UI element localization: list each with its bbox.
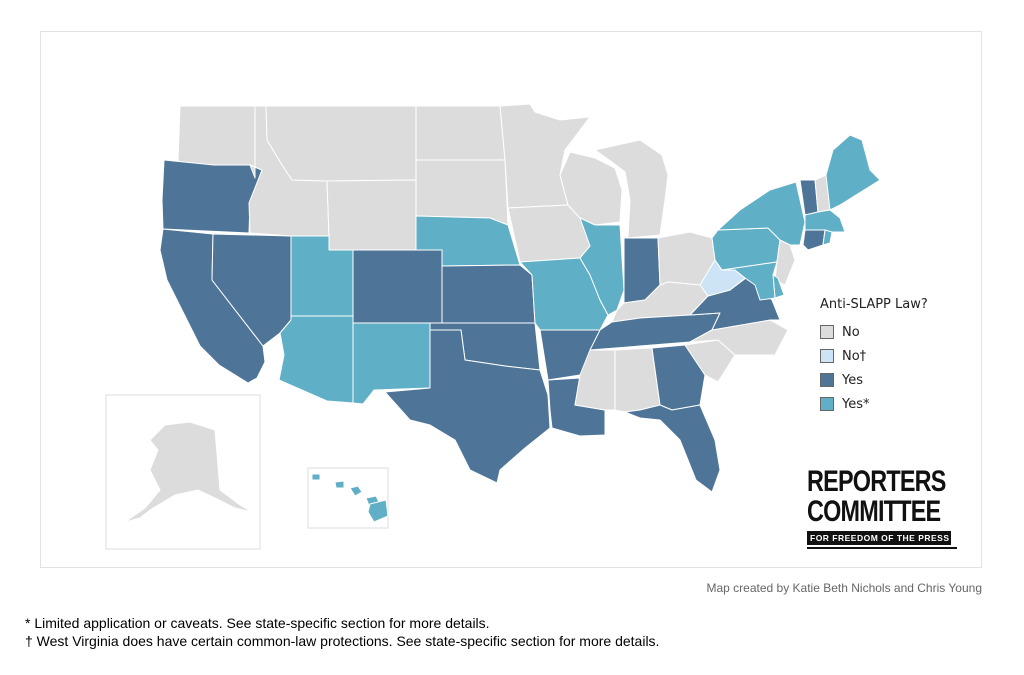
state-CT[interactable]	[802, 229, 826, 251]
state-ND[interactable]	[415, 105, 506, 161]
state-SD[interactable]	[415, 159, 509, 226]
legend-item-yes-asterisk[interactable]: Yes*	[820, 392, 928, 416]
legend-swatch-no	[820, 325, 834, 339]
state-NY[interactable]	[717, 181, 806, 246]
rcfp-logo: REPORTERS COMMITTEE FOR FREEDOM OF THE P…	[807, 467, 957, 549]
state-MD[interactable]	[721, 261, 778, 301]
state-HI[interactable]	[311, 473, 389, 523]
footnote-dagger: † West Virginia does have certain common…	[25, 633, 660, 649]
logo-line-reporters: REPORTERS	[807, 465, 946, 498]
state-FL[interactable]	[624, 404, 721, 493]
legend-swatch-yes	[820, 373, 834, 387]
state-IL[interactable]	[579, 217, 625, 316]
legend-title: Anti-SLAPP Law?	[820, 297, 928, 312]
footnote-asterisk: * Limited application or caveats. See st…	[25, 615, 490, 631]
state-MA[interactable]	[804, 209, 846, 233]
alaska-inset-frame	[105, 394, 261, 550]
legend-label-yes: Yes	[842, 372, 863, 388]
hawaii-inset-frame	[307, 467, 389, 529]
legend-item-yes[interactable]: Yes	[820, 368, 928, 392]
state-RI[interactable]	[822, 229, 833, 246]
state-NC[interactable]	[689, 319, 789, 356]
state-AZ[interactable]	[278, 315, 354, 404]
legend: Anti-SLAPP Law? No No† Yes Yes*	[820, 297, 928, 416]
state-AK[interactable]	[124, 421, 253, 523]
legend-item-no[interactable]: No	[820, 320, 928, 344]
state-CO[interactable]	[352, 249, 443, 324]
state-MN[interactable]	[499, 103, 591, 209]
legend-swatch-no-dagger	[820, 349, 834, 363]
logo-rule	[807, 547, 957, 549]
state-ME[interactable]	[825, 134, 881, 211]
logo-line-committee: COMMITTEE	[807, 495, 941, 528]
state-MT[interactable]	[265, 105, 417, 182]
state-WI[interactable]	[559, 151, 623, 226]
state-MI[interactable]	[594, 139, 669, 239]
state-KS[interactable]	[441, 264, 536, 324]
legend-label-no-dagger: No†	[842, 348, 867, 364]
legend-swatch-yes-asterisk	[820, 397, 834, 411]
map-credit: Map created by Katie Beth Nichols and Ch…	[706, 581, 982, 595]
legend-label-yes-asterisk: Yes*	[842, 396, 870, 412]
legend-item-no-dagger[interactable]: No†	[820, 344, 928, 368]
state-TX[interactable]	[384, 329, 551, 484]
logo-tagline: FOR FREEDOM OF THE PRESS	[807, 531, 951, 545]
legend-label-no: No	[842, 324, 860, 340]
footnotes: * Limited application or caveats. See st…	[25, 614, 659, 650]
state-OR[interactable]	[161, 159, 263, 234]
state-WY[interactable]	[326, 179, 417, 251]
